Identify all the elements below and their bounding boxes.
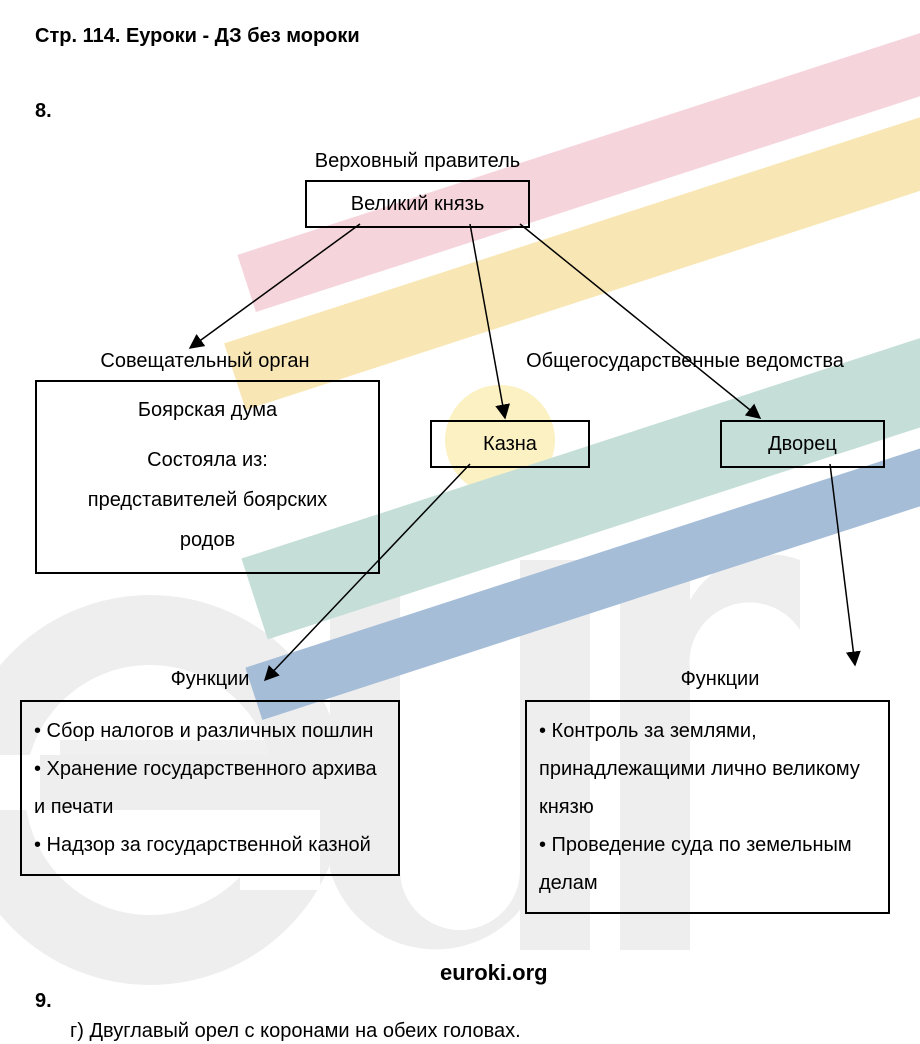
box-functions-kazna: • Сбор налогов и различных пошлин • Хран… [20, 700, 400, 876]
box-grand-prince: Великий князь [305, 180, 530, 228]
box-kazna: Казна [430, 420, 590, 468]
boyar-duma-title: Боярская дума [45, 390, 370, 430]
box-boyar-duma: Боярская дума Состояла из: представителе… [35, 380, 380, 574]
func-kazna-3: • Надзор за государственной казной [34, 826, 386, 864]
func-dvorets-2: • Проведение суда по земельным делам [539, 826, 876, 902]
label-functions-left: Функции [120, 668, 300, 691]
footer-brand: euroki.org [440, 960, 548, 986]
boyar-duma-rodov: родов [45, 520, 370, 560]
label-supreme-ruler: Верховный правитель [305, 150, 530, 173]
func-kazna-1: • Сбор налогов и различных пошлин [34, 712, 386, 750]
func-dvorets-1: • Контроль за землями, принадлежащими ли… [539, 712, 876, 826]
page-title: Стр. 114. Еуроки - ДЗ без мороки [35, 25, 360, 48]
task-9-answer: г) Двуглавый орел с коронами на обеих го… [70, 1020, 521, 1043]
label-functions-right: Функции [630, 668, 810, 691]
label-state-departments: Общегосударственные ведомства [455, 350, 915, 373]
boyar-duma-reps: представителей боярских [45, 480, 370, 520]
label-advisory-body: Совещательный орган [55, 350, 355, 373]
box-dvorets: Дворец [720, 420, 885, 468]
func-kazna-2: • Хранение государственного архива и печ… [34, 750, 386, 826]
task-8-number: 8. [35, 100, 52, 123]
task-9-number: 9. [35, 990, 52, 1013]
boyar-duma-consisted: Состояла из: [45, 440, 370, 480]
box-functions-dvorets: • Контроль за землями, принадлежащими ли… [525, 700, 890, 914]
